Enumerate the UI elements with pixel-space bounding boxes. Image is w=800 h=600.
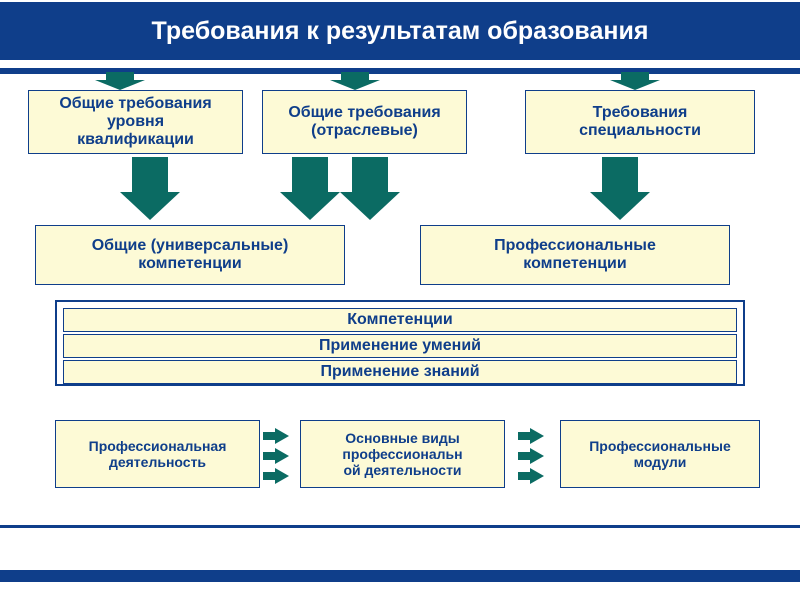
stack-row-1: Применение умений [63,334,737,358]
competency-box-0: Общие (универсальные)компетенции [35,225,345,285]
arrow-right-4 [518,448,544,464]
box-text: Общие требования [37,95,234,113]
arrow-right-0 [263,428,289,444]
slide-title: Требования к результатам образования [0,0,800,60]
box-text: специальности [534,122,746,140]
arrow-mid-1 [280,157,340,220]
box-text: ой деятельности [309,462,496,478]
box-text: (отраслевые) [271,122,458,140]
arrow-mid-2 [340,157,400,220]
box-text: деятельность [64,454,251,470]
arrow-top-0 [95,72,145,90]
activity-box-2: Профессиональныемодули [560,420,760,488]
arrow-right-1 [263,448,289,464]
arrow-top-1 [330,72,380,90]
divider-line [0,525,800,528]
box-text: Профессиональные [429,237,721,255]
box-text: компетенции [429,255,721,273]
box-text: профессиональн [309,446,496,462]
box-text: уровня [37,113,234,131]
requirements-box-0: Общие требованияуровняквалификации [28,90,243,154]
footer-bar [0,570,800,582]
box-text: компетенции [44,255,336,273]
arrow-right-5 [518,468,544,484]
box-text: Профессиональные [569,438,751,454]
arrow-right-2 [263,468,289,484]
box-text: Общие требования [271,104,458,122]
stack-row-0: Компетенции [63,308,737,332]
competency-box-1: Профессиональныекомпетенции [420,225,730,285]
box-text: Общие (универсальные) [44,237,336,255]
box-text: Требования [534,104,746,122]
box-text: Профессиональная [64,438,251,454]
requirements-box-1: Общие требования(отраслевые) [262,90,467,154]
arrow-right-3 [518,428,544,444]
requirements-box-2: Требованияспециальности [525,90,755,154]
arrow-mid-3 [590,157,650,220]
arrow-top-2 [610,72,660,90]
activity-box-0: Профессиональнаядеятельность [55,420,260,488]
title-text: Требования к результатам образования [152,17,649,46]
activity-box-1: Основные видыпрофессиональной деятельнос… [300,420,505,488]
competency-stack: КомпетенцииПрименение уменийПрименение з… [55,300,745,386]
stack-row-2: Применение знаний [63,360,737,384]
box-text: Основные виды [309,430,496,446]
box-text: модули [569,454,751,470]
arrow-mid-0 [120,157,180,220]
box-text: квалификации [37,131,234,149]
